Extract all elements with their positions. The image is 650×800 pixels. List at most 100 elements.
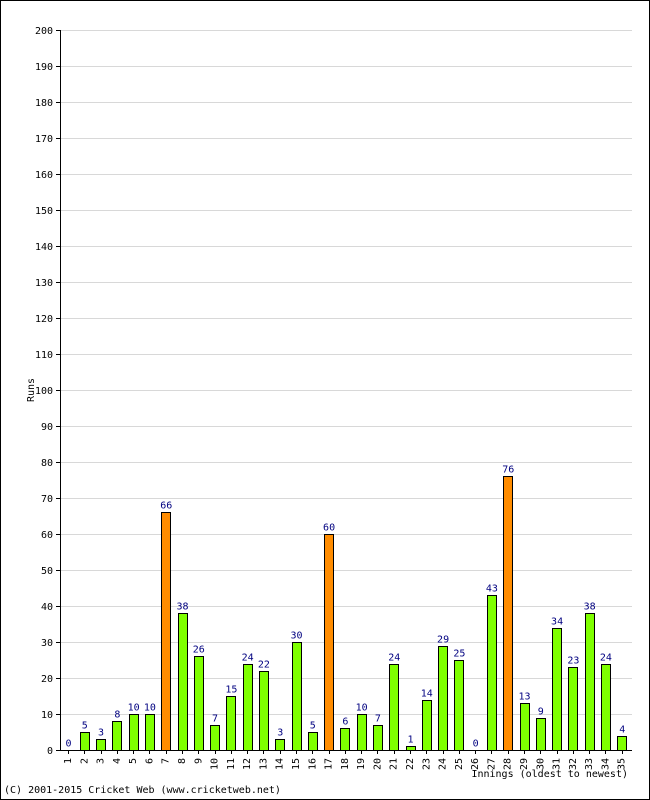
y-tick-label: 180 — [35, 98, 53, 109]
x-tick-label: 4 — [112, 758, 123, 764]
x-tick-label: 23 — [421, 758, 432, 770]
y-tick-label: 50 — [41, 566, 53, 577]
bar-value-label: 30 — [290, 631, 302, 642]
x-tick-label: 29 — [519, 758, 530, 770]
x-tick-label: 19 — [356, 758, 367, 770]
bar-value-label: 22 — [258, 660, 270, 671]
x-tick-label: 9 — [193, 758, 204, 764]
y-tick-label: 110 — [35, 350, 53, 361]
bar — [438, 646, 448, 751]
bar — [552, 628, 562, 751]
y-tick-label: 70 — [41, 494, 53, 505]
bar-value-label: 38 — [584, 602, 596, 613]
y-tick-label: 80 — [41, 458, 53, 469]
x-tick-label: 10 — [210, 758, 221, 770]
bar-value-label: 76 — [502, 465, 514, 476]
x-tick-label: 2 — [79, 758, 90, 764]
bar-value-label: 7 — [212, 714, 218, 725]
x-tick-label: 35 — [617, 758, 628, 770]
bar — [617, 736, 627, 751]
bar-value-label: 24 — [242, 653, 254, 664]
x-tick-label: 32 — [568, 758, 579, 770]
y-axis-title: Runs — [26, 378, 37, 402]
bar-value-label: 24 — [600, 653, 612, 664]
bar — [226, 696, 236, 751]
bar — [259, 671, 269, 751]
x-tick-label: 27 — [486, 758, 497, 770]
x-tick-label: 18 — [340, 758, 351, 770]
bar — [568, 667, 578, 751]
x-tick-label: 5 — [128, 758, 139, 764]
x-tick-label: 1 — [63, 758, 74, 764]
x-tick-label: 15 — [291, 758, 302, 770]
bar-value-label: 8 — [114, 710, 120, 721]
y-tick-label: 30 — [41, 638, 53, 649]
bar-value-label: 24 — [388, 653, 400, 664]
bar — [520, 703, 530, 751]
bar-value-label: 10 — [356, 703, 368, 714]
bar — [112, 721, 122, 751]
x-tick-label: 25 — [454, 758, 465, 770]
y-tick-label: 120 — [35, 314, 53, 325]
bar-value-label: 23 — [567, 656, 579, 667]
bar — [210, 725, 220, 751]
x-tick-label: 3 — [96, 758, 107, 764]
bar — [145, 714, 155, 751]
bar-value-label: 34 — [551, 617, 563, 628]
axes: 0102030405060708090100110120130140150160… — [35, 26, 632, 757]
x-tick-label: 12 — [242, 758, 253, 770]
copyright-notice: (C) 2001-2015 Cricket Web (www.cricketwe… — [4, 785, 281, 796]
bar — [194, 656, 204, 751]
y-tick-label: 40 — [41, 602, 53, 613]
bar-value-label: 3 — [98, 728, 104, 739]
bar-value-label: 10 — [144, 703, 156, 714]
bar-value-label: 14 — [421, 689, 433, 700]
x-tick-label: 34 — [600, 758, 611, 770]
bar-value-label: 25 — [453, 649, 465, 660]
y-tick-label: 150 — [35, 206, 53, 217]
x-tick-label: 26 — [470, 758, 481, 770]
y-tick-label: 200 — [35, 26, 53, 37]
bar-value-label: 0 — [65, 739, 71, 750]
bars — [80, 476, 627, 751]
bar — [357, 714, 367, 751]
bar-value-label: 7 — [375, 714, 381, 725]
bar — [243, 664, 253, 751]
bar — [389, 664, 399, 751]
bar — [340, 728, 350, 751]
bar — [275, 739, 285, 751]
x-tick-label: 6 — [144, 758, 155, 764]
bar — [536, 718, 546, 751]
bar-value-label: 1 — [407, 735, 413, 746]
x-tick-label: 7 — [161, 758, 172, 764]
x-tick-label: 8 — [177, 758, 188, 764]
x-tick-label: 24 — [438, 758, 449, 770]
x-tick-label: 17 — [324, 758, 335, 770]
labels: 0152338410510666738826971015112412221331… — [63, 465, 628, 771]
bar — [80, 732, 90, 751]
bar-value-label: 6 — [342, 717, 348, 728]
x-tick-label: 28 — [503, 758, 514, 770]
bar — [503, 476, 513, 751]
y-tick-label: 100 — [35, 386, 53, 397]
bar — [308, 732, 318, 751]
bar — [129, 714, 139, 751]
bar — [487, 595, 497, 751]
y-tick-label: 10 — [41, 710, 53, 721]
grid-lines — [60, 30, 632, 715]
bar-value-label: 5 — [310, 721, 316, 732]
bar — [601, 664, 611, 751]
bar-value-label: 5 — [82, 721, 88, 732]
x-tick-label: 33 — [584, 758, 595, 770]
y-tick-label: 130 — [35, 278, 53, 289]
bar-value-label: 43 — [486, 584, 498, 595]
bar-value-label: 9 — [538, 707, 544, 718]
x-tick-label: 16 — [307, 758, 318, 770]
y-tick-label: 160 — [35, 170, 53, 181]
y-tick-label: 190 — [35, 62, 53, 73]
bar-value-label: 15 — [225, 685, 237, 696]
y-tick-label: 140 — [35, 242, 53, 253]
bar-value-label: 13 — [518, 692, 530, 703]
bar-value-label: 66 — [160, 501, 172, 512]
bar — [161, 512, 171, 751]
